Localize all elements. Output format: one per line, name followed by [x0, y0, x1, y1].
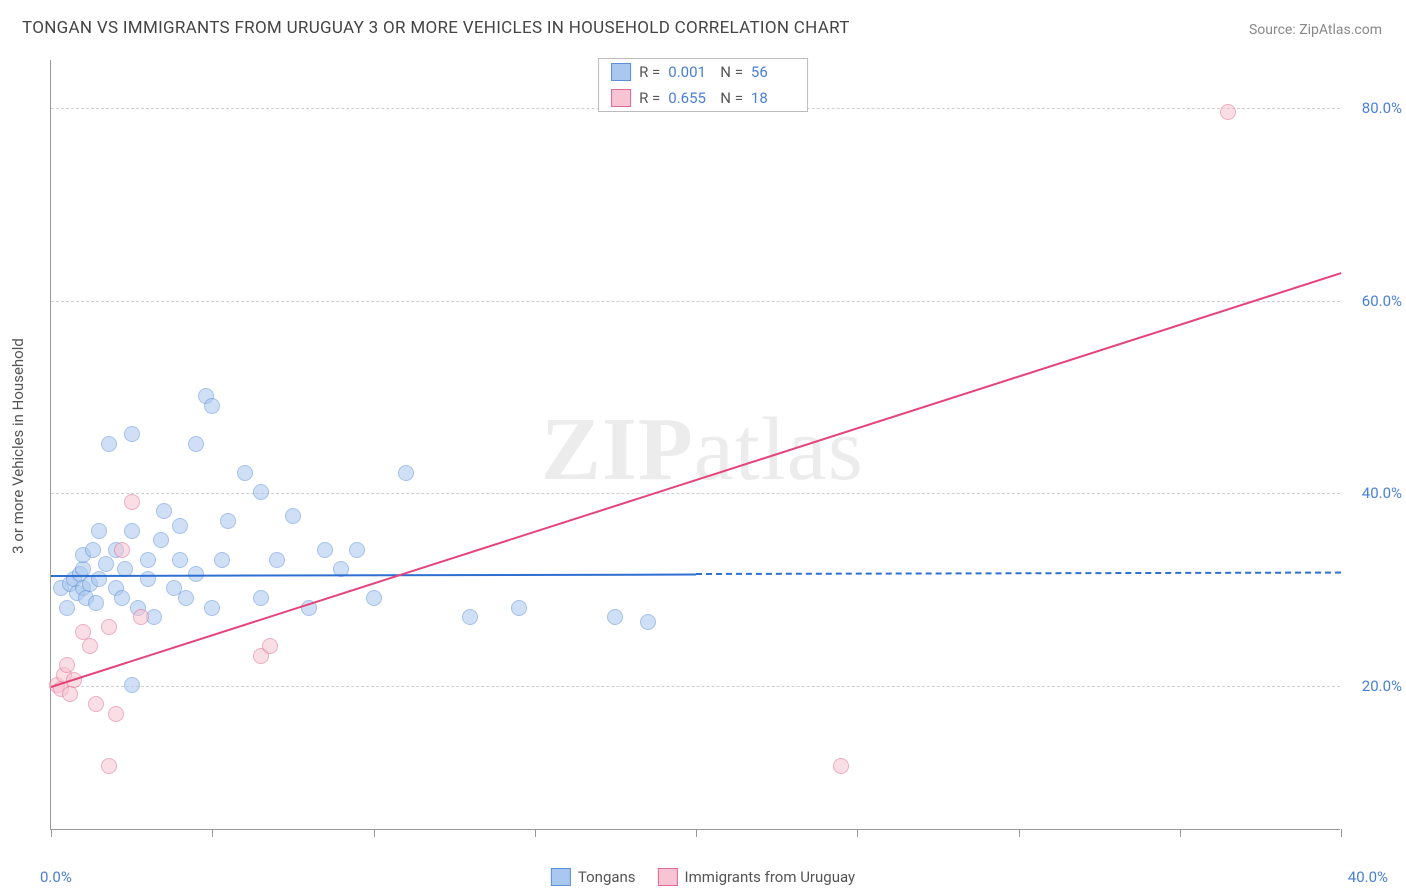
legend-n-label: N =: [720, 63, 743, 81]
scatter-point: [88, 595, 104, 611]
scatter-point: [833, 758, 849, 774]
scatter-point: [349, 542, 365, 558]
plot-area: ZIPatlas 20.0%40.0%60.0%80.0%: [50, 60, 1340, 830]
scatter-point: [317, 542, 333, 558]
scatter-point: [101, 619, 117, 635]
x-axis-min-label: 0.0%: [40, 868, 72, 886]
scatter-point: [237, 465, 253, 481]
scatter-point: [462, 609, 478, 625]
scatter-point: [88, 696, 104, 712]
watermark: ZIPatlas: [541, 398, 864, 501]
gridline: [51, 686, 1340, 687]
scatter-point: [1220, 104, 1236, 120]
scatter-point: [124, 426, 140, 442]
correlation-legend: R = 0.001 N = 56 R = 0.655 N = 18: [598, 58, 808, 112]
legend-label: Tongans: [578, 868, 636, 886]
scatter-point: [91, 523, 107, 539]
legend-swatch: [611, 89, 631, 107]
scatter-point: [178, 590, 194, 606]
scatter-point: [114, 542, 130, 558]
scatter-point: [133, 609, 149, 625]
scatter-point: [62, 686, 78, 702]
scatter-point: [91, 571, 107, 587]
scatter-point: [153, 532, 169, 548]
gridline: [51, 493, 1340, 494]
x-tick: [212, 829, 213, 837]
x-tick: [374, 829, 375, 837]
legend-r-label: R =: [639, 89, 660, 107]
scatter-point: [82, 638, 98, 654]
legend-item: Immigrants from Uruguay: [658, 868, 856, 886]
scatter-point: [607, 609, 623, 625]
scatter-point: [269, 552, 285, 568]
trend-line-dashed: [696, 572, 1341, 575]
legend-n-label: N =: [720, 89, 743, 107]
y-tick-label: 60.0%: [1362, 292, 1402, 310]
scatter-point: [398, 465, 414, 481]
y-axis-title: 3 or more Vehicles in Household: [9, 338, 27, 554]
legend-r-label: R =: [639, 63, 660, 81]
scatter-point: [124, 677, 140, 693]
y-tick-label: 40.0%: [1362, 484, 1402, 502]
chart-container: TONGAN VS IMMIGRANTS FROM URUGUAY 3 OR M…: [0, 0, 1406, 892]
legend-swatch: [658, 868, 678, 886]
legend-r-value: 0.001: [668, 63, 712, 81]
source-label: Source: ZipAtlas.com: [1249, 22, 1382, 38]
scatter-point: [366, 590, 382, 606]
series-legend: Tongans Immigrants from Uruguay: [551, 868, 855, 886]
trend-line: [51, 573, 696, 576]
chart-title: TONGAN VS IMMIGRANTS FROM URUGUAY 3 OR M…: [22, 18, 850, 38]
scatter-point: [140, 571, 156, 587]
scatter-point: [188, 436, 204, 452]
scatter-point: [114, 590, 130, 606]
y-tick-label: 80.0%: [1362, 99, 1402, 117]
scatter-point: [124, 494, 140, 510]
scatter-point: [101, 436, 117, 452]
scatter-point: [253, 484, 269, 500]
x-tick: [857, 829, 858, 837]
scatter-point: [140, 552, 156, 568]
scatter-point: [640, 614, 656, 630]
legend-swatch: [551, 868, 571, 886]
x-tick: [51, 829, 52, 837]
legend-label: Immigrants from Uruguay: [685, 868, 856, 886]
scatter-point: [285, 508, 301, 524]
legend-swatch: [611, 63, 631, 81]
scatter-point: [172, 552, 188, 568]
legend-n-value: 56: [751, 63, 795, 81]
legend-r-value: 0.655: [668, 89, 712, 107]
legend-item: Tongans: [551, 868, 636, 886]
x-tick: [535, 829, 536, 837]
scatter-point: [108, 706, 124, 722]
scatter-point: [124, 523, 140, 539]
x-tick: [1019, 829, 1020, 837]
x-tick: [1341, 829, 1342, 837]
legend-row: R = 0.001 N = 56: [599, 59, 807, 85]
y-tick-label: 20.0%: [1362, 677, 1402, 695]
scatter-point: [220, 513, 236, 529]
scatter-point: [85, 542, 101, 558]
x-tick: [1180, 829, 1181, 837]
x-axis-max-label: 40.0%: [1348, 868, 1388, 886]
scatter-point: [59, 600, 75, 616]
scatter-point: [204, 600, 220, 616]
legend-n-value: 18: [751, 89, 795, 107]
x-tick: [696, 829, 697, 837]
scatter-point: [214, 552, 230, 568]
scatter-point: [204, 398, 220, 414]
scatter-point: [172, 518, 188, 534]
gridline: [51, 301, 1340, 302]
scatter-point: [156, 503, 172, 519]
scatter-point: [101, 758, 117, 774]
scatter-point: [253, 590, 269, 606]
scatter-point: [262, 638, 278, 654]
legend-row: R = 0.655 N = 18: [599, 85, 807, 111]
scatter-point: [98, 556, 114, 572]
scatter-point: [511, 600, 527, 616]
